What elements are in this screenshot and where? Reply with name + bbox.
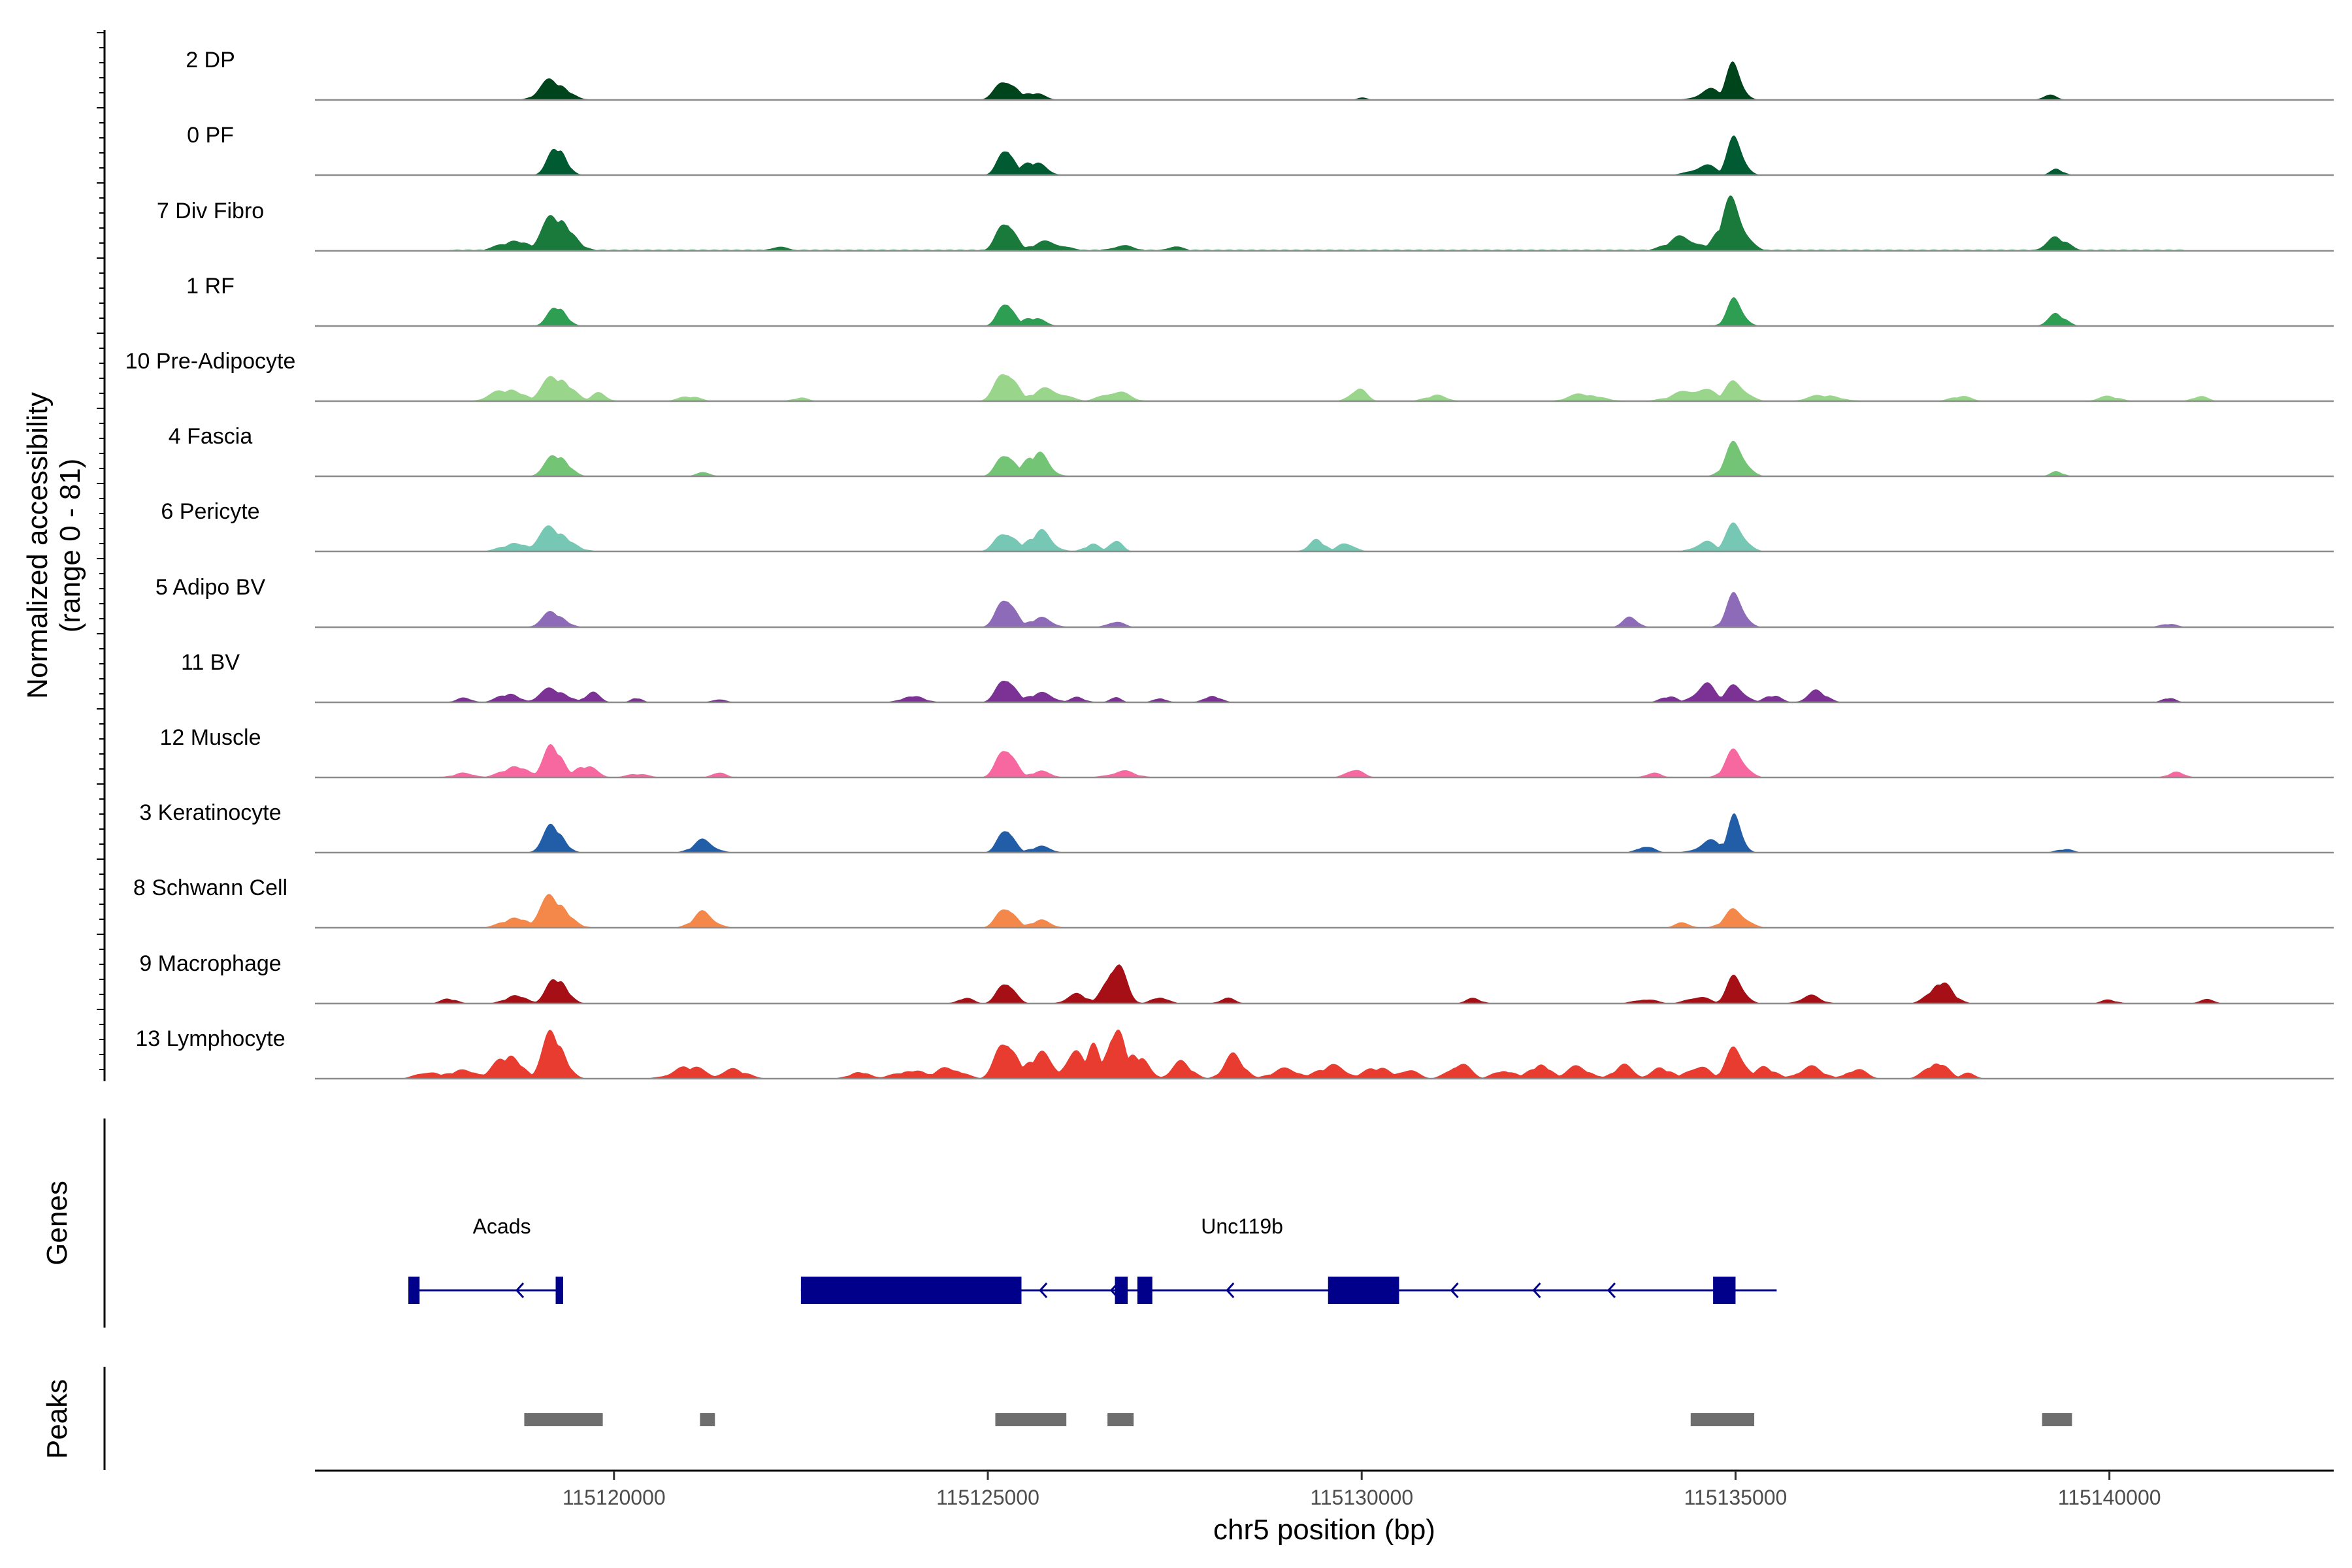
strand-arrow (515, 1282, 525, 1299)
gene-exon (1137, 1277, 1152, 1304)
strand-arrow (1532, 1282, 1541, 1299)
coverage-area (449, 440, 2185, 476)
peaks-title-group: Peaks (41, 1379, 73, 1459)
strand-arrow (1607, 1282, 1616, 1299)
strand-arrow (1450, 1282, 1459, 1299)
peak-region (2042, 1413, 2072, 1426)
strand-arrow (1109, 1282, 1119, 1299)
coverage-track: 3 Keratinocyte (139, 800, 2334, 854)
gene-label: Acads (473, 1215, 531, 1238)
coverage-track: 0 PF (187, 123, 2334, 176)
coverage-track: 9 Macrophage (139, 951, 2334, 1005)
coverage-track: 4 Fascia (169, 424, 2334, 478)
coverage-track: 7 Div Fibro (157, 195, 2334, 252)
x-tick-label: 115120000 (563, 1486, 666, 1509)
coverage-track: 2 DP (186, 48, 2334, 101)
peak-region (700, 1413, 715, 1426)
track-label: 7 Div Fibro (157, 199, 264, 223)
x-axis-title: chr5 position (bp) (1213, 1514, 1435, 1546)
y-axis-title: Normalized accessibility (22, 392, 54, 698)
gene-exon (1115, 1277, 1128, 1304)
coverage-track: 8 Schwann Cell (133, 875, 2334, 929)
gene-exon (555, 1277, 563, 1304)
coverage-area (449, 135, 2185, 175)
y-axis-subtitle: (range 0 - 81) (54, 459, 86, 633)
coverage-tracks: 2 DP 0 PF 7 Div Fibro 1 RF 10 Pre-Adipocyte 4… (125, 48, 2334, 1080)
genes-track-title: Genes (41, 1181, 73, 1266)
peak-region (524, 1413, 603, 1426)
coverage-y-ticks (97, 32, 105, 1070)
y-axis-title-group: Normalized accessibility (range 0 - 81) (22, 392, 86, 698)
coverage-track: 10 Pre-Adipocyte (125, 349, 2334, 402)
coverage-area (419, 744, 2214, 777)
gene-label: Unc119b (1201, 1215, 1283, 1238)
coverage-area (404, 374, 2259, 401)
coverage-area (449, 195, 2185, 251)
peak-region (1690, 1413, 1755, 1426)
coverage-track: 13 Lymphocyte (135, 1026, 2334, 1080)
gene: Unc119b (800, 1215, 1777, 1304)
coverage-area (449, 61, 2185, 100)
gene: Acads (408, 1215, 563, 1304)
track-label: 1 RF (186, 274, 235, 299)
coverage-area (449, 297, 2185, 326)
gene-exon (1328, 1277, 1399, 1304)
gene-exon (1713, 1277, 1736, 1304)
track-label: 12 Muscle (160, 725, 261, 750)
peak-track (524, 1413, 2072, 1426)
coverage-track: 12 Muscle (160, 725, 2334, 779)
track-label: 9 Macrophage (139, 951, 281, 976)
x-tick-label: 115130000 (1310, 1486, 1413, 1509)
track-label: 4 Fascia (169, 424, 253, 449)
coverage-track: 1 RF (186, 274, 2334, 327)
coverage-area (449, 522, 2185, 551)
coverage-track: 6 Pericyte (161, 499, 2334, 553)
track-label: 13 Lymphocyte (135, 1026, 285, 1051)
track-label: 11 BV (181, 650, 240, 675)
x-tick-label: 115125000 (936, 1486, 1039, 1509)
track-label: 3 Keratinocyte (139, 800, 281, 825)
track-label: 2 DP (186, 48, 235, 73)
coverage-area (404, 813, 2244, 853)
coverage-area (449, 894, 2185, 928)
strand-arrow (1226, 1282, 1235, 1299)
coverage-area (449, 592, 2185, 627)
track-label: 8 Schwann Cell (133, 875, 287, 900)
gene-exon (800, 1277, 1022, 1304)
coverage-area (404, 1029, 1983, 1079)
peaks-track-title: Peaks (41, 1379, 73, 1459)
peak-region (995, 1413, 1067, 1426)
track-label: 5 Adipo BV (155, 575, 266, 600)
track-label: 10 Pre-Adipocyte (125, 349, 296, 374)
genes-title-group: Genes (41, 1181, 73, 1266)
track-label: 0 PF (187, 123, 234, 148)
track-label: 6 Pericyte (161, 499, 259, 524)
coverage-track: 5 Adipo BV (155, 575, 2334, 629)
coverage-area (427, 964, 2229, 1004)
coverage-track: 11 BV (181, 650, 2334, 704)
gene-exon (408, 1277, 420, 1304)
x-tick-label: 115135000 (1684, 1486, 1788, 1509)
strand-arrow (1039, 1282, 1048, 1299)
coverage-area (449, 680, 2185, 702)
x-tick-label: 115140000 (2058, 1486, 2161, 1509)
peak-region (1107, 1413, 1134, 1426)
gene-track: Acads Unc119b (408, 1215, 1777, 1304)
x-axis-ticks: 115120000 115125000 115130000 115135000 1151… (563, 1471, 2161, 1509)
